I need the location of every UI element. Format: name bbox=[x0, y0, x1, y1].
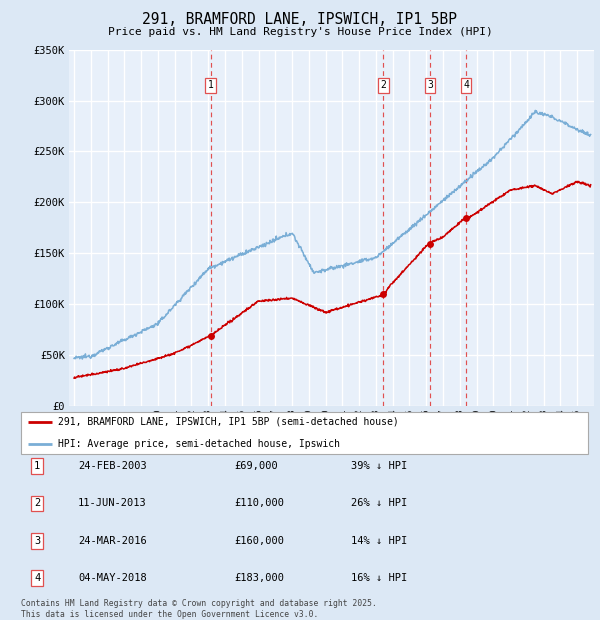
Text: £69,000: £69,000 bbox=[234, 461, 278, 471]
Text: 39% ↓ HPI: 39% ↓ HPI bbox=[351, 461, 407, 471]
Text: Contains HM Land Registry data © Crown copyright and database right 2025.
This d: Contains HM Land Registry data © Crown c… bbox=[21, 600, 377, 619]
Text: 291, BRAMFORD LANE, IPSWICH, IP1 5BP (semi-detached house): 291, BRAMFORD LANE, IPSWICH, IP1 5BP (se… bbox=[58, 417, 398, 427]
Text: 4: 4 bbox=[34, 573, 40, 583]
Text: 3: 3 bbox=[34, 536, 40, 546]
Text: 04-MAY-2018: 04-MAY-2018 bbox=[78, 573, 147, 583]
Text: 2: 2 bbox=[380, 80, 386, 91]
Text: £110,000: £110,000 bbox=[234, 498, 284, 508]
Text: 11-JUN-2013: 11-JUN-2013 bbox=[78, 498, 147, 508]
Text: 1: 1 bbox=[208, 80, 214, 91]
FancyBboxPatch shape bbox=[21, 412, 588, 454]
Text: 291, BRAMFORD LANE, IPSWICH, IP1 5BP: 291, BRAMFORD LANE, IPSWICH, IP1 5BP bbox=[143, 12, 458, 27]
Text: 16% ↓ HPI: 16% ↓ HPI bbox=[351, 573, 407, 583]
Text: £183,000: £183,000 bbox=[234, 573, 284, 583]
Text: 4: 4 bbox=[463, 80, 469, 91]
Text: 3: 3 bbox=[427, 80, 433, 91]
Text: £160,000: £160,000 bbox=[234, 536, 284, 546]
Text: Price paid vs. HM Land Registry's House Price Index (HPI): Price paid vs. HM Land Registry's House … bbox=[107, 27, 493, 37]
Text: HPI: Average price, semi-detached house, Ipswich: HPI: Average price, semi-detached house,… bbox=[58, 439, 340, 449]
Text: 2: 2 bbox=[34, 498, 40, 508]
Text: 14% ↓ HPI: 14% ↓ HPI bbox=[351, 536, 407, 546]
Text: 24-MAR-2016: 24-MAR-2016 bbox=[78, 536, 147, 546]
Text: 24-FEB-2003: 24-FEB-2003 bbox=[78, 461, 147, 471]
Text: 1: 1 bbox=[34, 461, 40, 471]
Text: 26% ↓ HPI: 26% ↓ HPI bbox=[351, 498, 407, 508]
